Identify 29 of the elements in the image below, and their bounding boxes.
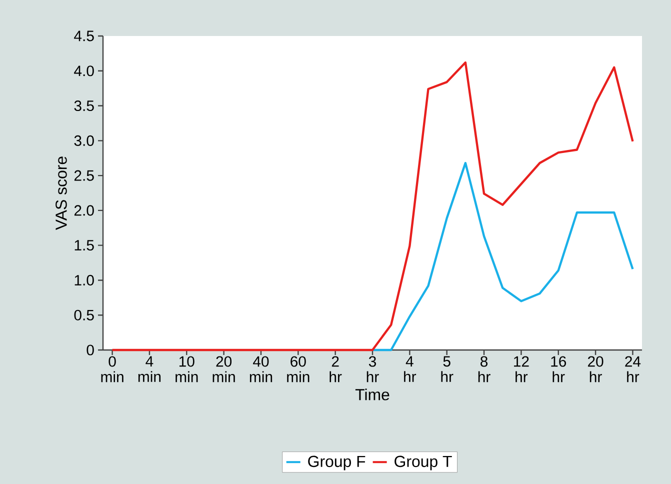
y-tick-label: 2.5 <box>74 170 94 181</box>
y-tick-label: 0.5 <box>74 310 94 320</box>
x-tick-label: 5 hr <box>441 356 454 382</box>
y-tick-label: 4.0 <box>74 66 94 76</box>
y-tick-label: 3.5 <box>74 100 94 112</box>
x-tick-label: 20 min <box>212 356 235 382</box>
x-tick-label: 12 hr <box>514 356 529 382</box>
x-tick-label: 60 min <box>287 356 310 382</box>
y-tick-label: 2.0 <box>74 205 94 216</box>
legend-label: Group T <box>394 456 452 470</box>
x-tick-label: 4 hr <box>404 356 416 382</box>
x-tick-label: 4 min <box>138 356 161 382</box>
x-tick-label: 40 min <box>250 356 272 382</box>
y-tick-label: 1.0 <box>74 274 94 286</box>
y-tick-label: 1.5 <box>74 240 94 251</box>
x-tick-label: 0 min <box>101 356 124 382</box>
legend-label: Group F <box>308 456 366 470</box>
y-tick-label: 3.0 <box>74 135 94 146</box>
x-axis-title: Time <box>355 388 390 400</box>
y-axis-title: VAS score <box>56 156 67 230</box>
y-tick-label: 0 <box>86 344 94 356</box>
y-tick-label: 4.5 <box>74 30 94 42</box>
x-tick-label: 3 hr <box>366 356 379 382</box>
x-tick-label: 2 hr <box>330 356 342 382</box>
x-tick-label: 24 hr <box>625 356 641 382</box>
x-tick-label: 8 hr <box>478 356 490 382</box>
x-tick-label: 10 min <box>176 356 198 382</box>
x-tick-label: 16 hr <box>551 356 566 382</box>
x-tick-label: 20 hr <box>588 356 604 382</box>
